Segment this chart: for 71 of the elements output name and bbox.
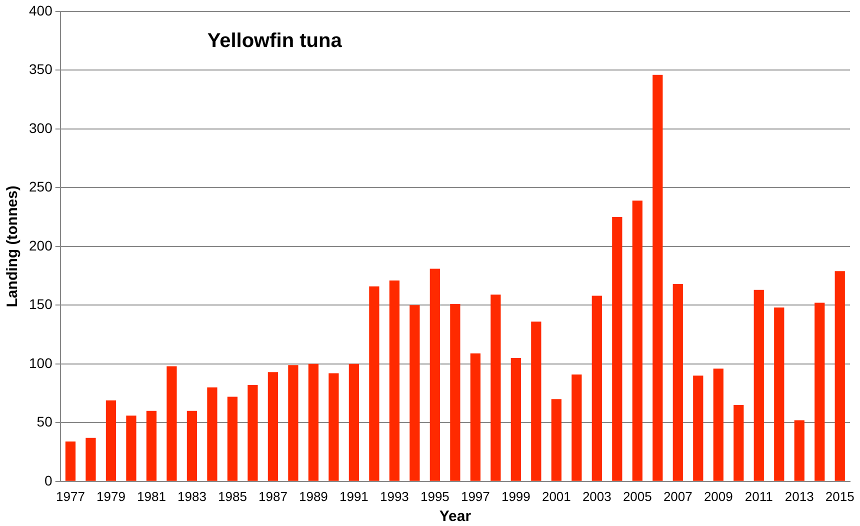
x-tick-label: 1997 [460,488,490,504]
bar [531,322,542,481]
x-tick-label: 1999 [501,488,530,504]
bar [65,441,76,481]
bar [369,286,380,481]
bar [166,366,177,481]
y-tick-label: 300 [29,120,53,136]
y-axis-title: Landing (tonnes) [4,186,22,308]
y-tick-label: 0 [44,472,53,488]
bar [207,387,218,481]
bar [86,438,96,481]
bar [268,372,278,481]
x-tick-label: 1991 [339,488,368,504]
bar [672,284,683,481]
text: Yellowfin tuna [207,30,343,52]
bar [652,74,663,481]
bar [470,353,480,481]
x-tick-label: 2009 [704,488,733,504]
x-tick-label: 1993 [380,488,409,504]
x-tick-label: 1983 [178,488,206,504]
x-tick-label: 2011 [744,488,773,504]
x-tick-label: 2005 [622,488,652,504]
y-tick-label: 50 [36,414,53,430]
y-tick-label: 350 [29,61,53,78]
bar [510,358,521,481]
bar [572,374,582,481]
bar [248,385,258,481]
x-tick-label: 1979 [96,488,126,504]
x-tick-label: 2007 [663,488,692,504]
x-tick-label: 1977 [56,488,85,504]
y-tick-label: 150 [29,296,53,312]
bar [693,376,704,481]
bar [348,364,360,481]
bar [328,373,339,481]
bar [592,296,602,481]
x-axis-title: Year [439,508,472,526]
bar [713,368,724,481]
bar [288,365,298,481]
bar [410,305,420,481]
bar [430,268,440,481]
bar [551,399,562,481]
y-tick-label: 100 [29,354,53,371]
y-tick-label: 200 [29,237,53,254]
bar [612,217,622,481]
bar [632,200,642,481]
bar [227,396,238,481]
bar [186,410,198,481]
bar [814,302,825,481]
bar [734,405,744,481]
x-tick-label: 1987 [258,488,288,504]
x-tick-label: 1981 [137,488,166,504]
x-tick-label: 2013 [784,488,814,504]
x-tick-label: 1989 [298,488,328,504]
bar [146,410,157,481]
y-tick-label: 250 [29,178,53,195]
bar [308,364,319,481]
bar [754,290,764,481]
bar [450,304,460,481]
bar [106,400,116,481]
x-tick-label: 2001 [542,488,571,504]
bar [126,416,136,481]
x-tick-label: 1985 [218,488,247,504]
x-tick-label: 1995 [420,488,450,504]
bar [794,420,804,481]
x-tick-label: 2015 [825,488,854,504]
x-tick-label: 2003 [582,488,612,504]
bar [834,271,845,481]
bar [774,308,784,481]
y-tick-label: 400 [29,2,53,18]
bar [389,280,400,481]
bar [490,294,501,481]
